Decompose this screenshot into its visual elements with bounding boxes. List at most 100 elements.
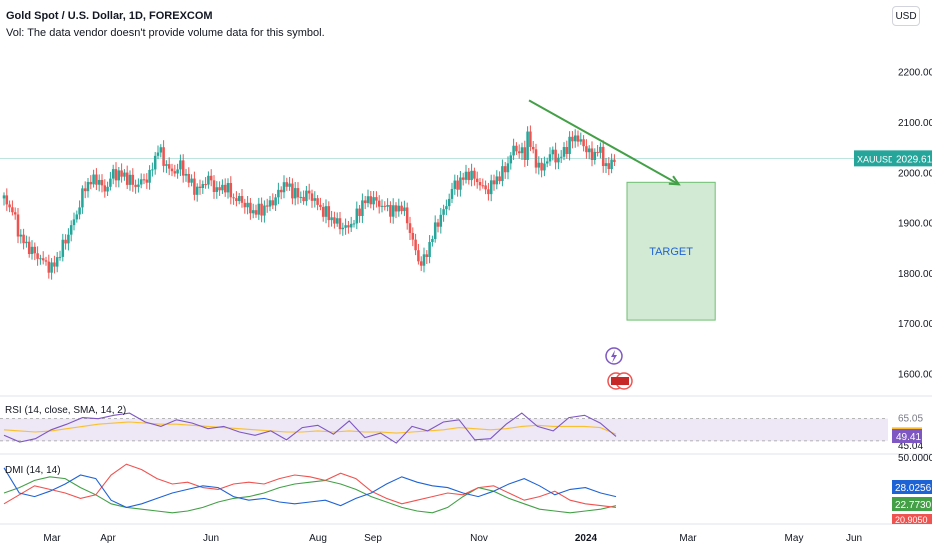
trend-arrow-head: [668, 175, 681, 186]
candle-body: [92, 174, 95, 185]
candle-body: [167, 164, 171, 169]
candle-body: [445, 206, 448, 210]
candle-body: [456, 180, 459, 190]
price-tick-label: 2100.00: [898, 118, 932, 129]
candle-body: [573, 135, 577, 142]
candle-body: [487, 189, 490, 195]
candle-body: [607, 163, 611, 170]
rsi-value: 49.41: [896, 432, 921, 443]
candle-body: [11, 207, 14, 213]
candle-body: [271, 200, 275, 206]
candle-body: [417, 250, 420, 262]
candle-body: [405, 207, 409, 224]
candle-body: [431, 239, 434, 243]
candle-body: [204, 184, 207, 186]
candle-body: [114, 169, 118, 181]
candle-body: [134, 184, 137, 187]
candle-body: [55, 257, 59, 267]
candle-body: [408, 223, 412, 233]
candle-body: [282, 182, 286, 193]
di-minus-line: [3, 463, 617, 508]
candle-body: [501, 166, 504, 182]
candle-body: [235, 198, 238, 202]
candle-body: [232, 197, 235, 199]
candle-body: [453, 180, 457, 189]
candle-body: [414, 239, 417, 251]
candle-body: [537, 162, 541, 168]
trend-arrow-line: [528, 99, 680, 186]
candle-body: [587, 148, 591, 153]
candle-body: [327, 206, 331, 221]
candle-body: [543, 163, 546, 171]
time-tick-label: Nov: [470, 533, 488, 544]
candle-body: [61, 239, 65, 257]
di-plus-line: [3, 467, 617, 508]
candle-body: [201, 184, 205, 188]
candle-body: [249, 202, 252, 214]
candle-body: [109, 178, 112, 187]
time-tick-label: Mar: [43, 533, 61, 544]
dmi-tick-top: 50.0000: [898, 453, 932, 464]
candle-body: [72, 219, 76, 226]
price-tick-label: 1800.00: [898, 269, 932, 280]
candle-body: [145, 179, 149, 183]
candle-body: [526, 131, 529, 160]
candle-body: [380, 205, 384, 207]
candle-body: [391, 205, 395, 217]
price-tick-label: 1700.00: [898, 319, 932, 330]
candle-body: [36, 253, 39, 259]
candle-body: [464, 171, 468, 180]
candle-body: [58, 256, 62, 258]
candle-body: [333, 217, 336, 224]
candle-body: [260, 203, 263, 216]
dmi-value-bg: [892, 497, 932, 511]
candle-body: [25, 241, 28, 244]
candle-body: [13, 212, 17, 215]
candle-body: [557, 157, 560, 163]
candle-body: [349, 223, 353, 228]
last-price-bg: [892, 150, 932, 167]
candle-body: [341, 227, 345, 230]
candle-body: [307, 190, 311, 194]
candle-body: [604, 163, 608, 167]
candle-body: [610, 159, 613, 170]
candle-body: [39, 258, 42, 260]
candle-body: [515, 145, 518, 152]
candle-body: [162, 147, 165, 166]
candle-body: [335, 218, 339, 224]
candle-body: [291, 183, 294, 199]
candle-body: [215, 187, 219, 192]
candle-body: [330, 217, 333, 221]
candle-body: [148, 169, 151, 183]
candle-body: [27, 241, 31, 255]
candle-body: [299, 196, 303, 198]
candle-body: [506, 163, 510, 173]
candle-body: [492, 180, 496, 185]
candle-body: [565, 147, 569, 154]
candle-body: [89, 181, 93, 185]
candle-body: [344, 225, 347, 228]
candle-body: [540, 162, 543, 171]
candle-body: [596, 151, 599, 153]
candle-body: [285, 182, 289, 187]
dmi-value-bg: [892, 480, 932, 494]
price-tick-label: 2200.00: [898, 68, 932, 79]
candle-body: [53, 262, 56, 267]
candle-body: [358, 208, 361, 216]
price-tick-label: 1900.00: [898, 219, 932, 230]
candle-body: [372, 197, 375, 205]
target-label: TARGET: [649, 246, 693, 258]
candle-body: [400, 205, 403, 212]
candle-body: [442, 209, 445, 215]
currency-button[interactable]: USD: [892, 6, 920, 26]
candle-body: [481, 185, 485, 187]
candle-body: [590, 148, 594, 160]
candle-body: [179, 160, 182, 170]
candle-body: [369, 196, 373, 205]
candle-body: [352, 223, 356, 225]
candle-body: [75, 214, 79, 220]
candle-body: [30, 246, 34, 255]
candle-body: [193, 178, 196, 195]
